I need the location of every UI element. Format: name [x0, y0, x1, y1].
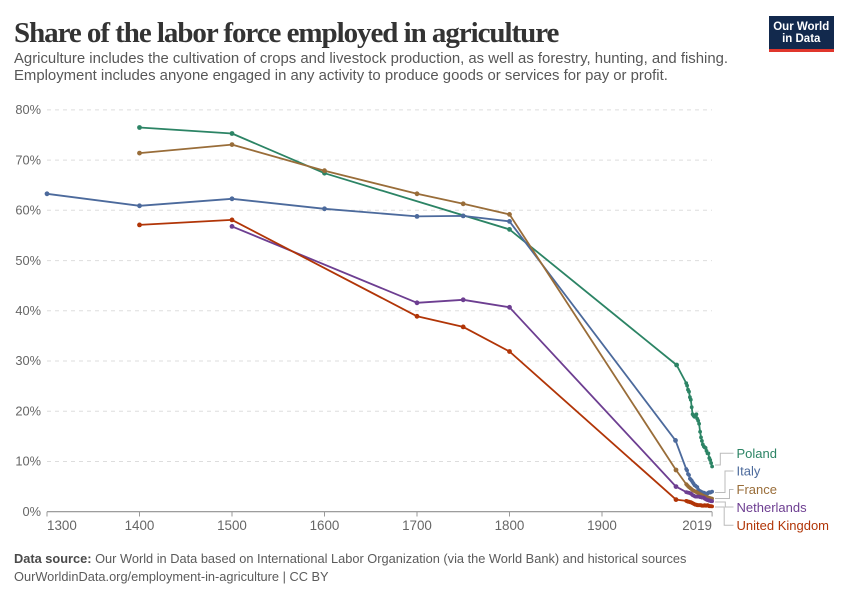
svg-text:50%: 50% [15, 253, 41, 268]
svg-text:1600: 1600 [310, 518, 340, 533]
svg-text:20%: 20% [15, 403, 41, 418]
svg-text:2019: 2019 [682, 518, 712, 533]
svg-text:40%: 40% [15, 303, 41, 318]
svg-text:Poland: Poland [737, 446, 777, 461]
svg-text:10%: 10% [15, 454, 41, 469]
svg-text:0%: 0% [23, 504, 42, 519]
svg-text:80%: 80% [15, 102, 41, 117]
svg-text:1500: 1500 [217, 518, 247, 533]
svg-text:70%: 70% [15, 152, 41, 167]
svg-text:United Kingdom: United Kingdom [737, 518, 830, 533]
svg-text:1700: 1700 [402, 518, 432, 533]
svg-text:1400: 1400 [125, 518, 155, 533]
svg-text:30%: 30% [15, 353, 41, 368]
svg-text:1800: 1800 [495, 518, 525, 533]
svg-text:Italy: Italy [737, 464, 761, 479]
svg-text:1900: 1900 [587, 518, 617, 533]
svg-text:Netherlands: Netherlands [737, 500, 808, 515]
svg-text:60%: 60% [15, 203, 41, 218]
svg-text:France: France [737, 482, 777, 497]
svg-text:1300: 1300 [47, 518, 77, 533]
